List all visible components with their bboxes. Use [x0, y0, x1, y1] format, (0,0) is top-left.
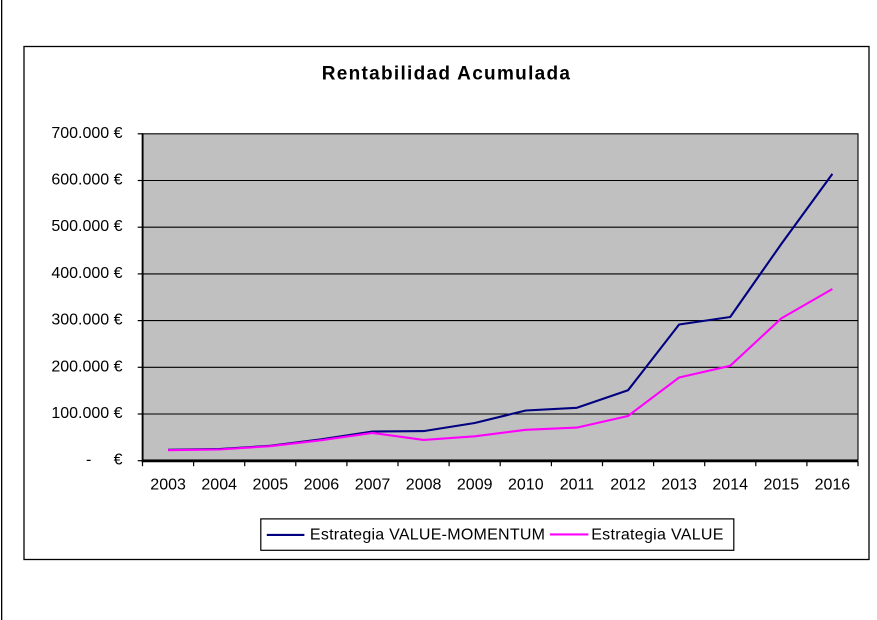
svg-text:400.000 €: 400.000 €	[51, 265, 122, 282]
svg-text:2012: 2012	[610, 476, 646, 493]
svg-text:200.000 €: 200.000 €	[51, 358, 122, 375]
svg-text:500.000 €: 500.000 €	[51, 218, 122, 235]
svg-text:2004: 2004	[201, 476, 237, 493]
svg-text:2016: 2016	[815, 476, 851, 493]
svg-text:Estrategia VALUE-MOMENTUM: Estrategia VALUE-MOMENTUM	[310, 526, 545, 543]
svg-text:- €: - €	[86, 452, 123, 469]
svg-text:Estrategia VALUE: Estrategia VALUE	[591, 526, 724, 543]
svg-text:300.000 €: 300.000 €	[51, 312, 122, 329]
svg-text:600.000 €: 600.000 €	[51, 172, 122, 189]
svg-text:2011: 2011	[560, 476, 595, 493]
svg-text:2005: 2005	[253, 476, 289, 493]
svg-text:2006: 2006	[304, 476, 340, 493]
svg-text:2008: 2008	[406, 476, 442, 493]
svg-text:2010: 2010	[508, 476, 544, 493]
svg-text:2013: 2013	[661, 476, 697, 493]
svg-text:2014: 2014	[712, 476, 748, 493]
svg-text:2015: 2015	[764, 476, 800, 493]
svg-text:100.000 €: 100.000 €	[51, 405, 122, 422]
svg-text:2003: 2003	[150, 476, 186, 493]
svg-text:2007: 2007	[355, 476, 391, 493]
svg-text:700.000 €: 700.000 €	[51, 125, 122, 142]
svg-text:Rentabilidad Acumulada: Rentabilidad Acumulada	[322, 63, 572, 84]
svg-text:2009: 2009	[457, 476, 493, 493]
